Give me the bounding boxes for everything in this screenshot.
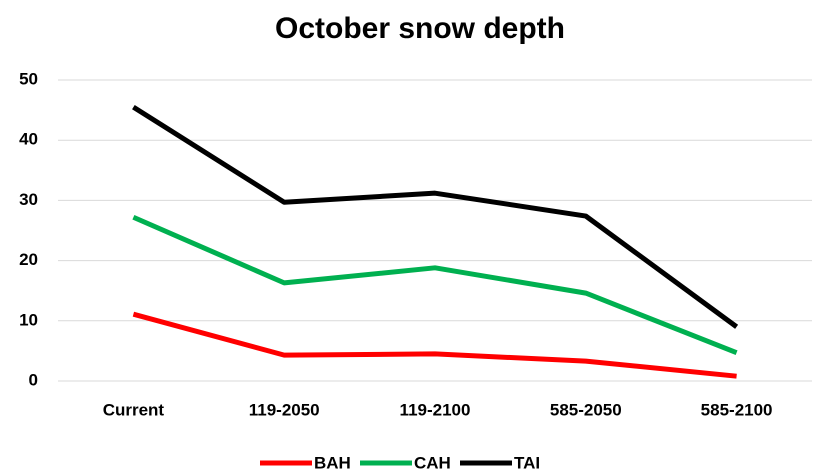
x-tick-label: 119-2050 bbox=[249, 400, 320, 419]
legend-label: TAI bbox=[514, 453, 540, 472]
y-tick-label: 0 bbox=[29, 370, 38, 389]
x-tick-label: 119-2100 bbox=[400, 400, 471, 419]
y-tick-label: 20 bbox=[19, 250, 38, 269]
legend-label: BAH bbox=[314, 453, 351, 472]
series-line bbox=[132, 214, 738, 356]
y-tick-label: 10 bbox=[19, 310, 38, 329]
x-tick-label: Current bbox=[103, 400, 165, 419]
y-tick-label: 40 bbox=[19, 130, 38, 149]
legend-label: CAH bbox=[414, 453, 451, 472]
y-tick-label: 50 bbox=[19, 69, 38, 88]
series-line bbox=[132, 104, 739, 329]
series-line bbox=[132, 311, 737, 379]
chart-title: October snow depth bbox=[275, 12, 565, 45]
y-tick-label: 30 bbox=[19, 190, 38, 209]
x-tick-label: 585-2100 bbox=[701, 400, 773, 419]
x-tick-label: 585-2050 bbox=[550, 400, 622, 419]
